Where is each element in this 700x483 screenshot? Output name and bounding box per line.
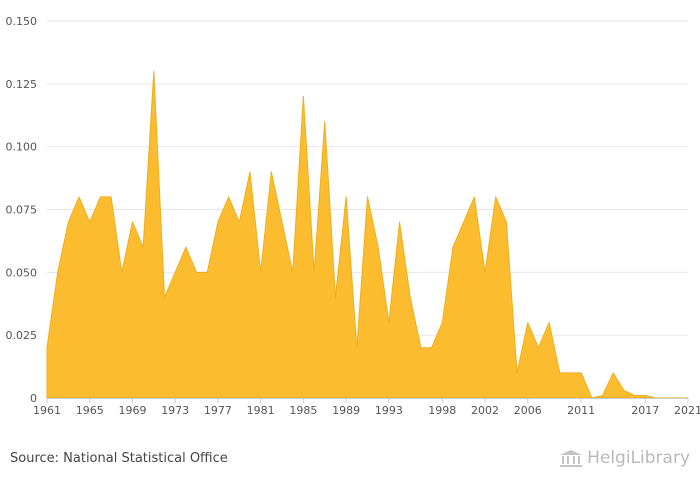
x-tick-label: 1973 (161, 404, 189, 417)
x-axis-labels: 1961 1965 1969 1973 1977 1981 1985 1989 1993 1998… (33, 404, 700, 417)
x-tick-label: 2021 (674, 404, 700, 417)
brand-name: HelgiLibrary (587, 448, 690, 468)
x-tick-label: 1981 (247, 404, 275, 417)
x-tick-label: 1965 (76, 404, 104, 417)
x-axis (46, 398, 689, 403)
y-tick-label: 0.125 (6, 78, 38, 91)
x-tick-label: 1969 (118, 404, 146, 417)
x-tick-label: 2002 (471, 404, 499, 417)
x-tick-label: 2006 (514, 404, 542, 417)
y-axis-labels: 0 0.025 0.050 0.075 0.100 0.125 0.150 (6, 15, 38, 405)
area-chart: 0 0.025 0.050 0.075 0.100 0.125 0.150 1961 1965… (6, 15, 700, 417)
area-series (46, 70, 689, 399)
x-tick-label: 2017 (631, 404, 659, 417)
area-series-fill (46, 70, 689, 399)
brand-logo: HelgiLibrary (558, 448, 690, 468)
x-tick-label: 1961 (33, 404, 61, 417)
chart-footer: Source: National Statistical Office Helg… (0, 440, 700, 483)
source-note: Source: National Statistical Office (10, 451, 228, 466)
x-tick-label: 1985 (289, 404, 317, 417)
x-tick-label: 1993 (375, 404, 403, 417)
y-tick-label: 0.150 (6, 15, 38, 28)
y-tick-label: 0.025 (6, 329, 38, 342)
x-tick-label: 2011 (567, 404, 595, 417)
x-tick-label: 1977 (204, 404, 232, 417)
y-tick-label: 0 (30, 392, 37, 405)
x-tick-label: 1998 (428, 404, 456, 417)
y-tick-label: 0.050 (6, 266, 38, 279)
y-tick-label: 0.100 (6, 141, 38, 154)
x-tick-label: 1989 (332, 404, 360, 417)
y-tick-label: 0.075 (6, 204, 38, 217)
library-columns-icon (560, 450, 583, 467)
